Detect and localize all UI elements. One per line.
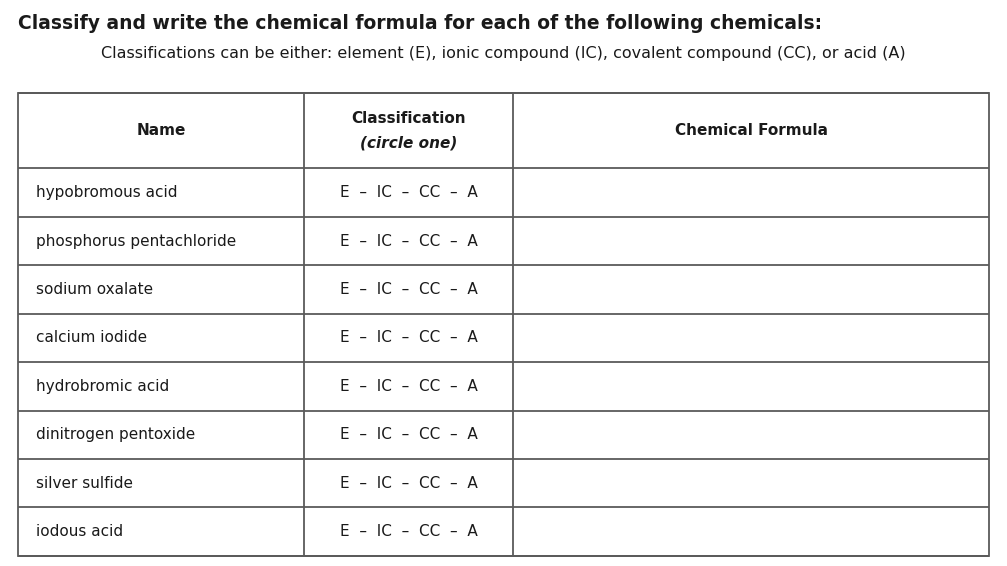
Text: sodium oxalate: sodium oxalate <box>36 282 153 297</box>
Bar <box>18 93 989 556</box>
Text: Classify and write the chemical formula for each of the following chemicals:: Classify and write the chemical formula … <box>18 14 823 33</box>
Text: silver sulfide: silver sulfide <box>36 475 133 491</box>
Text: Name: Name <box>137 123 186 139</box>
Text: E  –  IC  –  CC  –  A: E – IC – CC – A <box>340 524 477 539</box>
Text: dinitrogen pentoxide: dinitrogen pentoxide <box>36 427 195 442</box>
Text: Classification: Classification <box>351 111 466 126</box>
Text: calcium iodide: calcium iodide <box>36 331 147 345</box>
Text: E  –  IC  –  CC  –  A: E – IC – CC – A <box>340 475 477 491</box>
Text: (circle one): (circle one) <box>361 136 457 151</box>
Text: E  –  IC  –  CC  –  A: E – IC – CC – A <box>340 234 477 248</box>
Text: phosphorus pentachloride: phosphorus pentachloride <box>36 234 237 248</box>
Text: E  –  IC  –  CC  –  A: E – IC – CC – A <box>340 282 477 297</box>
Text: hydrobromic acid: hydrobromic acid <box>36 379 169 394</box>
Text: E  –  IC  –  CC  –  A: E – IC – CC – A <box>340 427 477 442</box>
Text: Chemical Formula: Chemical Formula <box>675 123 828 139</box>
Text: E  –  IC  –  CC  –  A: E – IC – CC – A <box>340 185 477 200</box>
Text: E  –  IC  –  CC  –  A: E – IC – CC – A <box>340 331 477 345</box>
Text: E  –  IC  –  CC  –  A: E – IC – CC – A <box>340 379 477 394</box>
Text: Classifications can be either: element (E), ionic compound (IC), covalent compou: Classifications can be either: element (… <box>101 46 906 62</box>
Text: iodous acid: iodous acid <box>36 524 124 539</box>
Text: hypobromous acid: hypobromous acid <box>36 185 178 200</box>
